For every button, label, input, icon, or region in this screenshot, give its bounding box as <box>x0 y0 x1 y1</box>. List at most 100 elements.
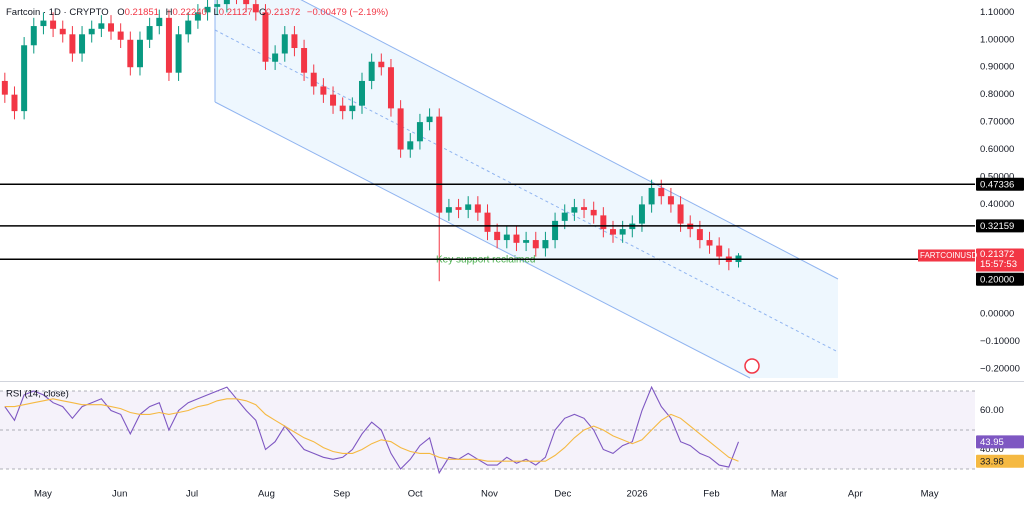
change: −0.00479 (−2.19%) <box>307 7 388 18</box>
candle-body <box>600 215 607 230</box>
candle-body <box>359 80 365 106</box>
candle-body <box>503 234 510 241</box>
candle-body <box>484 212 491 232</box>
candle-body <box>407 141 414 150</box>
candle-body <box>223 0 230 5</box>
candle-body <box>426 116 433 123</box>
candle-body <box>677 204 684 224</box>
candle-body <box>252 4 259 13</box>
y-tick-label: 0.70000 <box>980 117 1014 128</box>
annotation: Key support reclaimed <box>436 255 536 266</box>
x-tick-label: Feb <box>703 489 719 500</box>
y-tick-label: 1.10000 <box>980 7 1014 18</box>
candle-body <box>204 6 211 13</box>
candle-body <box>50 20 57 29</box>
last-value: 33.98 <box>980 456 1004 467</box>
x-tick-label: Oct <box>408 489 423 500</box>
candle-body <box>1 80 8 95</box>
candle-body <box>465 204 472 210</box>
candle-body <box>513 234 520 243</box>
candle-body <box>494 231 501 241</box>
symbol-title: Fartcoin · 1D · CRYPTO <box>6 7 109 18</box>
y-tick-label: 0.60000 <box>980 144 1014 155</box>
y-tick-label: 1.00000 <box>980 34 1014 45</box>
candle-body <box>146 26 153 40</box>
candle-body <box>291 34 298 49</box>
candle-body <box>320 86 327 95</box>
candle-body <box>416 122 423 142</box>
y-tick-label: 0.00000 <box>980 309 1014 320</box>
last-value: 43.95 <box>980 437 1004 448</box>
candle-body <box>301 48 308 73</box>
y-tick-label: 0.50000 <box>980 171 1014 182</box>
last-value-box <box>976 454 1024 468</box>
candle-body <box>214 4 221 7</box>
level-label: 0.20000 <box>980 274 1014 285</box>
price-pane <box>1 0 742 282</box>
x-tick-label: Nov <box>481 489 498 500</box>
candle-body <box>281 34 288 54</box>
candle-body <box>98 23 105 29</box>
candle-body <box>552 220 559 241</box>
candle-body <box>561 212 568 221</box>
candle-body <box>532 240 539 249</box>
channel-mid <box>214 29 839 353</box>
y-tick-label: 0.80000 <box>980 89 1014 100</box>
candle-body <box>339 105 346 112</box>
y-tick-label: 40.00 <box>980 444 1004 455</box>
ohlc-label: H <box>166 7 173 18</box>
candle-body <box>262 12 269 62</box>
ohlc-value: 0.21127 <box>219 7 253 18</box>
candle-body <box>40 20 47 27</box>
candle-body <box>706 240 713 246</box>
rsi-line <box>4 398 739 462</box>
candle-body <box>397 108 404 150</box>
x-tick-label: Apr <box>848 489 863 500</box>
candle-body <box>716 245 723 257</box>
candle-body <box>69 34 76 54</box>
ohlc-label: C <box>259 7 266 18</box>
candle-body <box>21 45 28 112</box>
candle-body <box>349 105 356 112</box>
x-tick-label: Mar <box>771 489 787 500</box>
candle-body <box>581 207 588 210</box>
channel <box>214 0 839 379</box>
symbol-box <box>918 249 975 262</box>
candle-body <box>542 240 549 249</box>
price-box <box>976 248 1024 272</box>
y-tick-label: −0.10000 <box>980 336 1020 347</box>
candle-body <box>474 204 481 213</box>
candle-body <box>638 204 645 224</box>
candle-body <box>243 0 250 5</box>
candle-body <box>619 229 626 235</box>
candle-body <box>127 39 134 68</box>
rsi-title: RSI (14, close) <box>6 389 69 400</box>
candle-body <box>455 207 462 210</box>
candle-body <box>156 17 163 27</box>
y-tick-label: 0.40000 <box>980 199 1014 210</box>
candle-body <box>310 72 317 87</box>
ohlc-label: L <box>213 7 218 18</box>
candle-body <box>648 187 655 205</box>
candle-body <box>30 26 37 46</box>
level-label: 0.47336 <box>980 179 1014 190</box>
axes: 1.10000 1.00000 0.90000 0.80000 0.70000 0.600… <box>976 7 1024 468</box>
level-label: 0.32159 <box>980 221 1014 232</box>
candle-body <box>59 28 66 35</box>
ohlc-value: 0.22240 <box>172 7 206 18</box>
channel-upper <box>300 0 839 280</box>
candle-body <box>165 17 172 73</box>
channel-fill <box>215 0 838 378</box>
ohlc-value: 0.21372 <box>266 7 300 18</box>
candle-body <box>79 34 86 54</box>
candle-body <box>445 207 452 213</box>
level-label-box <box>976 272 1024 286</box>
candle-body <box>610 229 616 235</box>
x-tick-label: Aug <box>258 489 275 500</box>
symbol-label: FARTCOINUSD <box>920 251 977 260</box>
candle-body <box>667 196 674 205</box>
candle-body <box>436 116 443 213</box>
x-tick-label: Dec <box>554 489 571 500</box>
last-price: 0.21372 <box>980 249 1014 260</box>
